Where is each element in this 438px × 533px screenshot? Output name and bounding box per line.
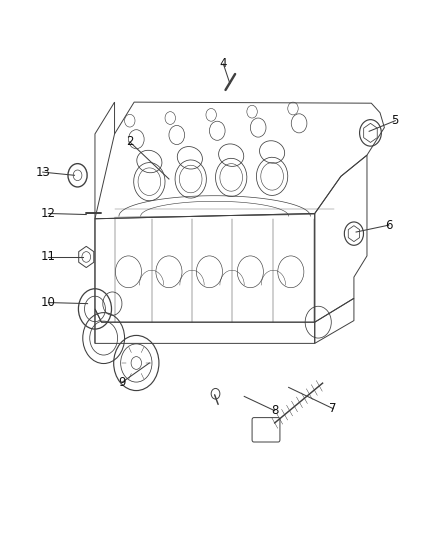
Text: 12: 12	[41, 207, 56, 220]
Text: 4: 4	[219, 58, 227, 70]
Text: 9: 9	[119, 376, 126, 389]
Text: 11: 11	[41, 251, 56, 263]
Text: 2: 2	[126, 135, 134, 148]
Text: 8: 8	[271, 404, 279, 417]
Text: 7: 7	[329, 402, 337, 415]
Text: 6: 6	[385, 219, 392, 232]
Text: 5: 5	[392, 114, 399, 127]
Text: 10: 10	[41, 296, 56, 309]
Text: 13: 13	[35, 166, 50, 179]
